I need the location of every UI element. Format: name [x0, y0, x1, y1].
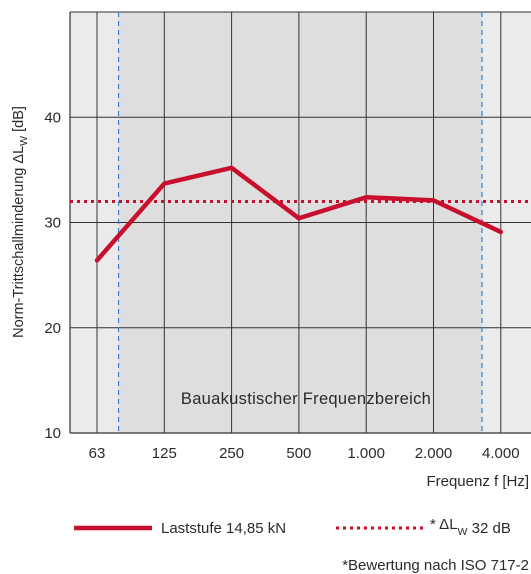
y-axis-label-subscript: W — [18, 136, 30, 146]
y-tick-label: 20 — [44, 320, 61, 337]
x-tick-label: 500 — [286, 445, 311, 462]
x-tick-labels: 63 125 250 500 1.000 2.000 4.000 — [89, 445, 520, 462]
footnote: *Bewertung nach ISO 717-2 — [342, 557, 529, 574]
band-label: Bauakustischer Frequenzbereich — [181, 390, 431, 408]
y-tick-labels: 10 20 30 40 — [44, 109, 61, 442]
y-tick-label: 10 — [44, 425, 61, 442]
x-tick-label: 2.000 — [415, 445, 453, 462]
series-points — [96, 167, 501, 261]
legend-reference-label: * ΔLW 32 dB — [430, 516, 511, 538]
y-tick-label: 40 — [44, 109, 61, 126]
y-axis-label-unit: [dB] — [11, 106, 27, 136]
legend-reference-subscript: W — [458, 526, 468, 538]
legend-series-label: Laststufe 14,85 kN — [161, 520, 286, 537]
y-axis-label-main: Norm-Trittschallminderung ΔL — [11, 146, 27, 338]
x-tick-label: 4.000 — [482, 445, 520, 462]
horizontal-gridlines — [70, 11, 531, 329]
x-tick-label: 250 — [219, 445, 244, 462]
legend-reference-prefix: * ΔL — [430, 516, 458, 533]
y-axis-label: Norm-Trittschallminderung ΔLW [dB] — [11, 106, 30, 338]
legend-reference-suffix: 32 dB — [467, 520, 510, 537]
x-tick-label: 1.000 — [347, 445, 385, 462]
x-tick-label: 63 — [89, 445, 106, 462]
x-axis-label: Frequenz f [Hz] — [426, 473, 529, 490]
x-tick-label: 125 — [152, 445, 177, 462]
y-tick-label: 30 — [44, 215, 61, 232]
